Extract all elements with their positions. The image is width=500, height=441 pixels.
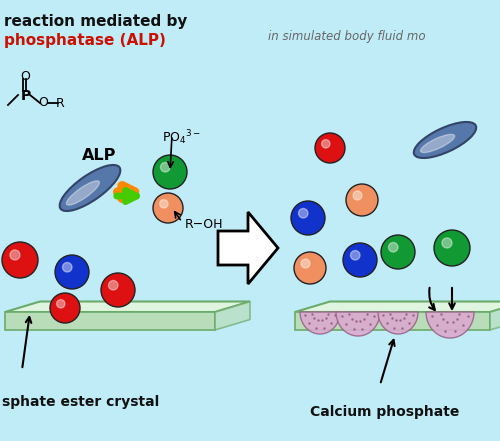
- Ellipse shape: [420, 135, 454, 153]
- Circle shape: [350, 250, 360, 260]
- Polygon shape: [5, 312, 215, 330]
- Circle shape: [153, 193, 183, 223]
- Circle shape: [388, 243, 398, 252]
- Text: phosphatase (ALP): phosphatase (ALP): [4, 33, 166, 48]
- Text: in simulated body fluid mo: in simulated body fluid mo: [268, 30, 426, 43]
- Circle shape: [153, 155, 187, 189]
- Circle shape: [160, 162, 170, 172]
- Circle shape: [294, 252, 326, 284]
- Ellipse shape: [66, 181, 100, 205]
- Text: O: O: [20, 70, 30, 83]
- Circle shape: [62, 262, 72, 272]
- Text: PO$_4$$^{3-}$: PO$_4$$^{3-}$: [162, 128, 201, 147]
- Circle shape: [108, 280, 118, 290]
- Polygon shape: [218, 212, 278, 284]
- Polygon shape: [426, 312, 474, 338]
- Circle shape: [346, 184, 378, 216]
- Circle shape: [2, 242, 38, 278]
- Polygon shape: [295, 302, 500, 312]
- Text: reaction mediated by: reaction mediated by: [4, 14, 188, 29]
- Circle shape: [301, 259, 310, 268]
- Text: P: P: [21, 89, 31, 103]
- Polygon shape: [336, 312, 380, 336]
- Circle shape: [298, 209, 308, 218]
- Circle shape: [322, 140, 330, 148]
- Circle shape: [353, 191, 362, 200]
- Text: sphate ester crystal: sphate ester crystal: [2, 395, 159, 409]
- Polygon shape: [215, 302, 250, 330]
- Polygon shape: [295, 312, 490, 330]
- Circle shape: [442, 238, 452, 248]
- Circle shape: [160, 200, 168, 208]
- Circle shape: [291, 201, 325, 235]
- Polygon shape: [5, 302, 250, 312]
- Circle shape: [434, 230, 470, 266]
- Circle shape: [10, 250, 20, 260]
- Circle shape: [381, 235, 415, 269]
- Text: R: R: [56, 97, 65, 110]
- Ellipse shape: [60, 165, 120, 211]
- Ellipse shape: [414, 122, 476, 158]
- Polygon shape: [490, 302, 500, 330]
- Text: R−OH: R−OH: [185, 218, 224, 231]
- Circle shape: [50, 293, 80, 323]
- Circle shape: [56, 299, 65, 308]
- Text: Calcium phosphate: Calcium phosphate: [310, 405, 460, 419]
- Polygon shape: [300, 312, 340, 334]
- Circle shape: [343, 243, 377, 277]
- Text: ALP: ALP: [82, 148, 116, 163]
- Circle shape: [55, 255, 89, 289]
- Circle shape: [101, 273, 135, 307]
- Polygon shape: [378, 312, 418, 334]
- Text: O: O: [38, 96, 48, 109]
- Circle shape: [315, 133, 345, 163]
